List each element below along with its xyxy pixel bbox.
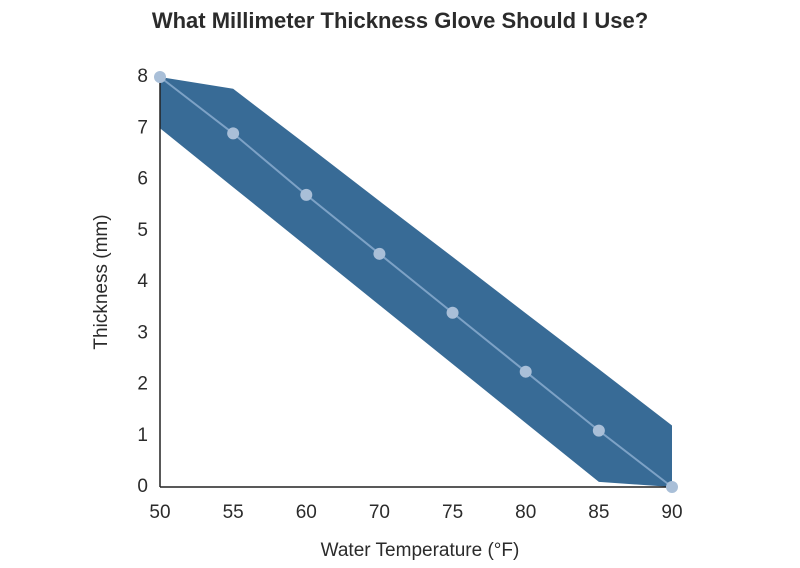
y-tick-label: 7 (137, 117, 148, 138)
y-tick-label: 1 (137, 425, 148, 446)
y-tick-label: 5 (137, 220, 148, 241)
data-line (159, 76, 673, 488)
y-axis-title: Thickness (mm) (91, 214, 112, 349)
data-point (154, 71, 166, 83)
data-point (519, 365, 532, 378)
x-tick-label: 80 (515, 502, 536, 523)
y-tick-label: 3 (137, 322, 148, 343)
x-tick-label: 70 (369, 502, 390, 523)
y-tick-label: 2 (137, 374, 148, 395)
x-tick-label: 60 (296, 502, 317, 523)
x-tick-label: 50 (149, 502, 170, 523)
y-tick-label: 0 (137, 476, 148, 497)
data-point (300, 188, 313, 201)
x-axis-title: Water Temperature (°F) (321, 540, 520, 561)
data-point (666, 481, 678, 493)
x-tick-label: 90 (661, 502, 682, 523)
x-tick-label: 85 (588, 502, 609, 523)
x-tick-label: 55 (223, 502, 244, 523)
y-tick-label: 6 (137, 169, 148, 190)
data-point (592, 424, 605, 437)
data-point (446, 306, 459, 319)
x-tick-label: 75 (442, 502, 463, 523)
data-point (227, 127, 240, 140)
data-point (373, 247, 386, 260)
chart-title: What Millimeter Thickness Glove Should I… (152, 8, 648, 33)
y-tick-label: 4 (137, 271, 148, 292)
y-tick-label: 8 (137, 66, 148, 87)
